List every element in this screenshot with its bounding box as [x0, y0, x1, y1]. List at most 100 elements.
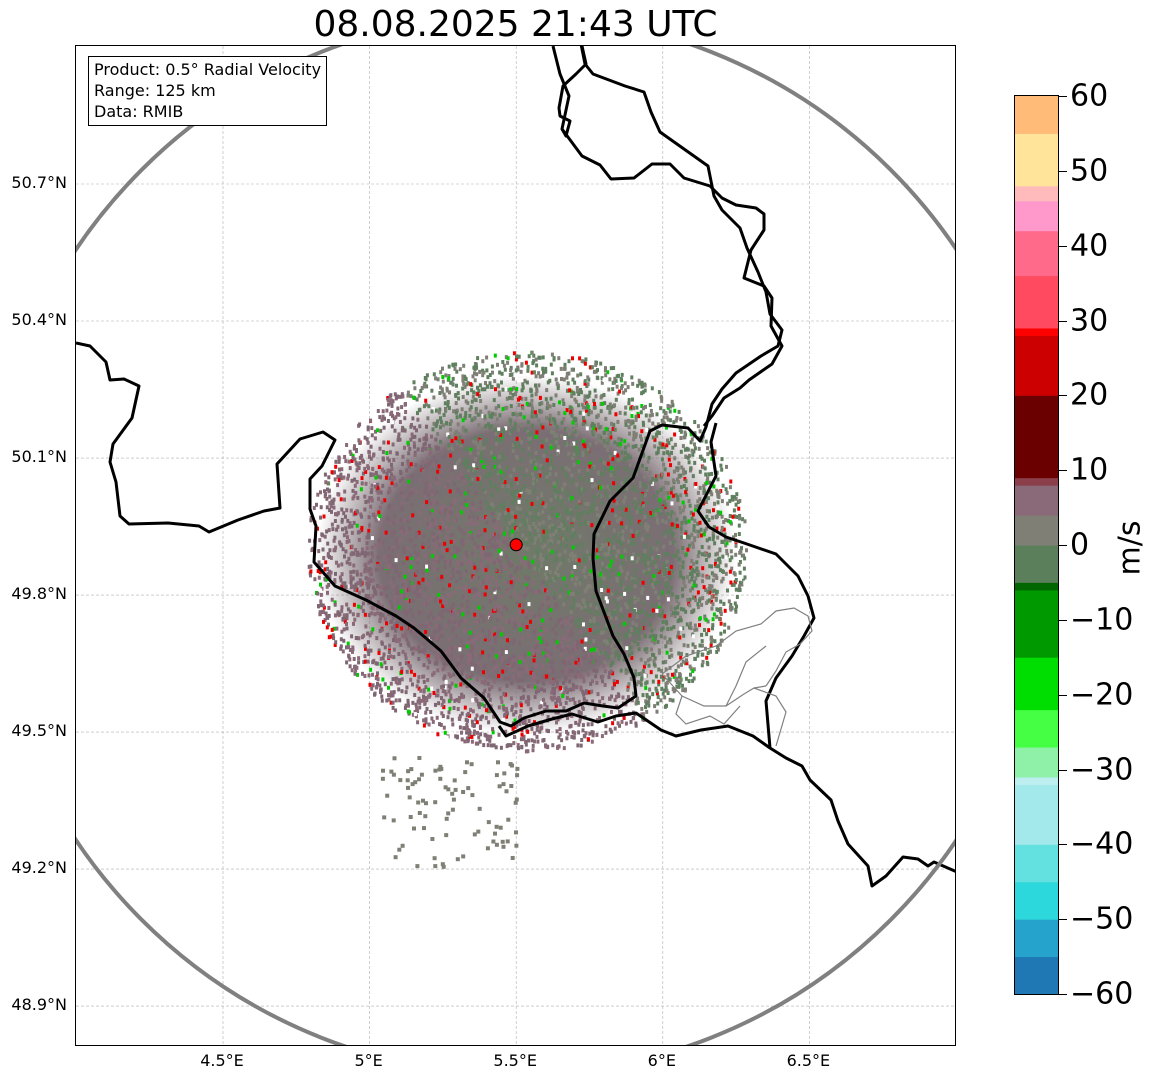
echo-pixel: [666, 417, 670, 422]
echo-pixel: [607, 731, 611, 736]
echo-pixel: [692, 583, 696, 588]
echo-pixel: [503, 713, 507, 718]
echo-pixel: [659, 487, 663, 492]
echo-pixel: [597, 437, 601, 442]
echo-pixel: [565, 666, 569, 671]
echo-pixel: [480, 555, 484, 560]
echo-pixel: [451, 533, 455, 537]
echo-pixel: [327, 488, 331, 493]
echo-pixel: [660, 396, 664, 401]
echo-pixel: [676, 497, 680, 502]
echo-pixel: [620, 524, 624, 529]
echo-pixel: [579, 629, 583, 634]
echo-pixel: [694, 598, 698, 603]
echo-pixel: [661, 619, 665, 624]
echo-pixel: [493, 632, 496, 637]
echo-pixel: [479, 500, 483, 505]
echo-pixel: [390, 481, 394, 486]
echo-pixel: [646, 658, 650, 663]
echo-pixel: [644, 681, 648, 686]
echo-pixel: [340, 507, 344, 512]
echo-pixel: [392, 520, 396, 525]
echo-pixel: [490, 613, 493, 618]
echo-pixel: [568, 660, 572, 665]
echo-pixel: [619, 565, 622, 570]
echo-pixel: [462, 586, 466, 590]
echo-pixel: [358, 461, 362, 466]
echo-pixel: [523, 653, 527, 658]
echo-pixel: [343, 455, 347, 459]
echo-pixel: [381, 409, 385, 414]
echo-pixel: [309, 516, 313, 520]
echo-pixel: [602, 603, 606, 608]
echo-pixel: [472, 463, 476, 468]
echo-pixel: [357, 590, 361, 595]
echo-pixel: [503, 564, 507, 569]
echo-pixel: [449, 659, 453, 663]
echo-pixel: [660, 445, 664, 449]
echo-pixel: [479, 724, 482, 729]
echo-pixel: [395, 569, 399, 574]
echo-pixel: [590, 730, 594, 735]
echo-pixel: [341, 527, 344, 532]
echo-pixel: [522, 593, 526, 598]
echo-pixel: [646, 500, 649, 505]
echo-pixel: [470, 587, 474, 592]
echo-pixel: [727, 599, 731, 604]
echo-pixel: [334, 613, 337, 618]
echo-pixel: [334, 512, 337, 517]
echo-pixel: [591, 508, 595, 513]
echo-pixel: [421, 504, 425, 509]
echo-pixel: [406, 701, 410, 706]
echo-pixel: [340, 605, 344, 610]
echo-pixel: [707, 552, 711, 557]
echo-pixel: [562, 746, 566, 751]
echo-pixel: [519, 565, 523, 570]
echo-pixel: [638, 499, 642, 504]
echo-pixel: [432, 455, 436, 460]
echo-pixel: [473, 589, 477, 594]
echo-pixel: [387, 458, 391, 463]
echo-pixel: [556, 619, 560, 624]
echo-pixel: [693, 431, 697, 436]
echo-pixel: [675, 599, 679, 603]
echo-pixel: [604, 730, 608, 735]
echo-pixel: [547, 729, 550, 734]
echo-pixel: [436, 693, 440, 698]
echo-pixel: [504, 511, 508, 516]
echo-pixel: [481, 605, 485, 610]
echo-pixel: [468, 451, 472, 456]
echo-pixel: [698, 520, 702, 525]
echo-pixel: [564, 597, 568, 601]
echo-pixel: [721, 576, 725, 581]
echo-pixel: [623, 411, 627, 416]
echo-pixel: [573, 701, 577, 705]
echo-pixel: [520, 493, 524, 498]
echo-pixel: [666, 582, 670, 587]
echo-pixel: [430, 493, 434, 497]
echo-pixel: [416, 534, 420, 539]
radar-map[interactable]: [75, 45, 956, 1046]
echo-pixel: [363, 507, 367, 512]
echo-pixel: [656, 422, 660, 427]
echo-pixel: [597, 434, 600, 438]
echo-pixel: [581, 422, 585, 426]
echo-pixel: [562, 366, 566, 371]
echo-pixel: [649, 647, 653, 652]
echo-pixel: [455, 559, 459, 564]
echo-pixel: [542, 423, 546, 428]
echo-pixel: [473, 612, 477, 617]
echo-pixel: [483, 679, 487, 684]
echo-pixel: [440, 389, 444, 394]
echo-pixel: [433, 525, 436, 529]
echo-pixel: [333, 535, 337, 540]
echo-pixel: [490, 424, 494, 429]
echo-pixel: [432, 538, 436, 543]
echo-pixel: [713, 541, 717, 546]
echo-pixel: [670, 570, 674, 575]
echo-pixel: [640, 625, 643, 630]
echo-pixel: [346, 535, 349, 540]
echo-pixel: [629, 528, 633, 533]
echo-pixel: [552, 465, 556, 470]
echo-pixel: [534, 478, 538, 483]
